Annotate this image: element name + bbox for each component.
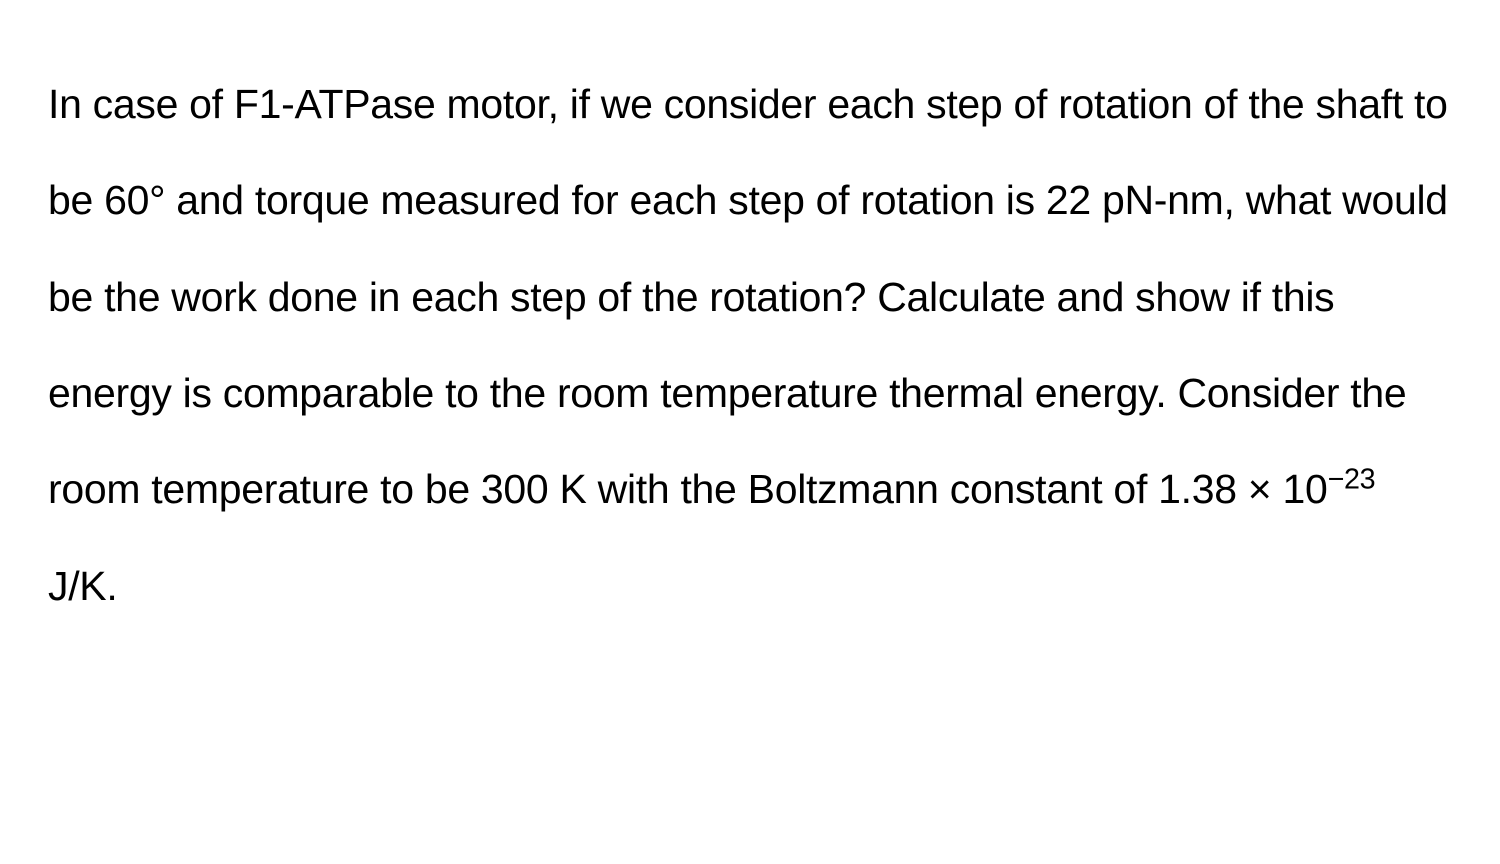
question-text-tail: J/K. (48, 563, 117, 609)
question-text-main: In case of F1-ATPase motor, if we consid… (48, 81, 1448, 512)
question-text-exponent: −23 (1328, 464, 1376, 496)
question-text: In case of F1-ATPase motor, if we consid… (48, 56, 1452, 634)
